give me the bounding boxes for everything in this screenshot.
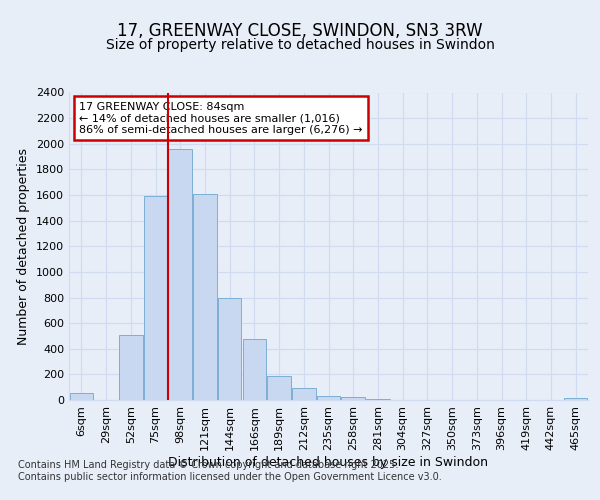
Text: Size of property relative to detached houses in Swindon: Size of property relative to detached ho… — [106, 38, 494, 52]
Text: Contains HM Land Registry data © Crown copyright and database right 2025.: Contains HM Land Registry data © Crown c… — [18, 460, 398, 470]
Bar — [341, 398, 365, 400]
Y-axis label: Number of detached properties: Number of detached properties — [17, 148, 31, 345]
Bar — [144, 196, 167, 400]
Bar — [218, 298, 241, 400]
Bar — [169, 149, 192, 400]
Bar — [70, 393, 93, 400]
Bar — [292, 388, 316, 400]
Text: 17, GREENWAY CLOSE, SWINDON, SN3 3RW: 17, GREENWAY CLOSE, SWINDON, SN3 3RW — [117, 22, 483, 40]
Text: Contains public sector information licensed under the Open Government Licence v3: Contains public sector information licen… — [18, 472, 442, 482]
Bar — [193, 194, 217, 400]
Bar — [119, 334, 143, 400]
Bar — [242, 338, 266, 400]
Text: 17 GREENWAY CLOSE: 84sqm
← 14% of detached houses are smaller (1,016)
86% of sem: 17 GREENWAY CLOSE: 84sqm ← 14% of detach… — [79, 102, 363, 135]
X-axis label: Distribution of detached houses by size in Swindon: Distribution of detached houses by size … — [169, 456, 488, 468]
Bar — [317, 396, 340, 400]
Bar — [268, 376, 291, 400]
Bar — [564, 398, 587, 400]
